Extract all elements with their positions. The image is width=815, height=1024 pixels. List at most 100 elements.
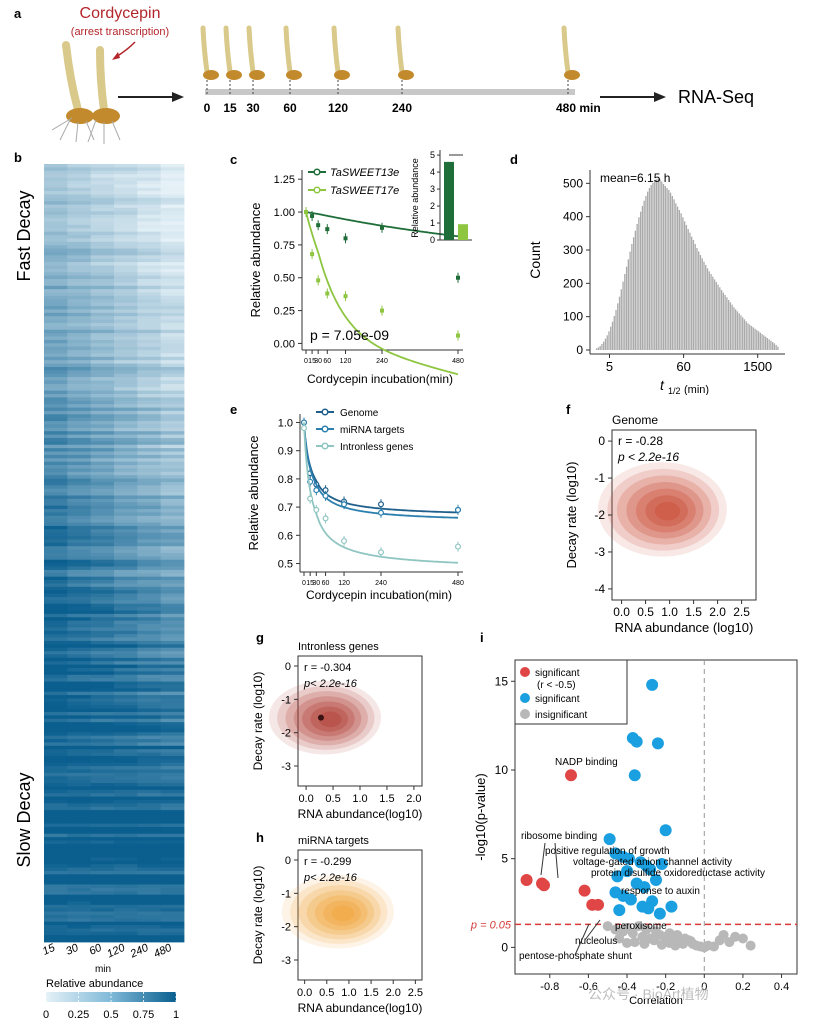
- heatmap-cell: [114, 881, 138, 885]
- panel-d-letter: d: [510, 152, 518, 167]
- heatmap-cell: [44, 607, 68, 611]
- heatmap-cell: [90, 302, 115, 307]
- heatmap-cell: [44, 860, 68, 865]
- heatmap-cell: [90, 769, 115, 774]
- heatmap-cell: [90, 867, 115, 872]
- heatmap-cell: [67, 329, 92, 334]
- heatmap-cell: [137, 586, 162, 591]
- heatmap-cell: [160, 553, 185, 557]
- heatmap-cell: [160, 299, 185, 304]
- heatmap-cell: [160, 492, 185, 496]
- i-point-significant: [646, 678, 659, 691]
- heatmap-cell: [44, 793, 68, 797]
- d-hist-bar: [604, 338, 607, 350]
- heatmap-cell: [114, 786, 138, 791]
- d-hist-bar: [596, 348, 598, 350]
- heatmap-cell: [114, 847, 138, 852]
- heatmap-cell: [114, 373, 138, 378]
- heatmap-cell: [44, 231, 68, 236]
- heatmap-cell: [160, 566, 185, 571]
- heatmap-cell: [90, 921, 115, 926]
- heatmap-cell: [44, 397, 68, 402]
- heatmap-cell: [137, 201, 162, 205]
- heatmap-cell: [44, 421, 68, 425]
- c-y-label: Relative abundance: [248, 203, 263, 318]
- heatmap-cell: [67, 644, 92, 649]
- density-contour: [314, 895, 368, 931]
- heatmap-cell: [90, 735, 115, 740]
- heatmap-cell: [67, 275, 92, 280]
- heatmap-cell: [90, 864, 115, 868]
- heatmap-cell: [160, 881, 185, 885]
- heatmap-cell: [114, 820, 138, 825]
- heatmap-cell: [44, 248, 68, 253]
- heatmap-cell: [160, 191, 185, 195]
- i-point-significant: [628, 769, 641, 782]
- heatmap-cell: [67, 772, 92, 777]
- heatmap-cell: [160, 867, 185, 872]
- heatmap-cell: [137, 241, 162, 246]
- density-x-label: RNA abundance (log10): [615, 620, 754, 635]
- heatmap-cell: [90, 434, 115, 439]
- heatmap-cell: [67, 515, 92, 520]
- i-y-tick-label: 0: [501, 940, 508, 954]
- seedling-shoot: [223, 25, 233, 75]
- heatmap-cell: [160, 529, 185, 534]
- heatmap-cell: [160, 803, 185, 808]
- heatmap-cell: [44, 569, 68, 574]
- heatmap-cell: [137, 343, 162, 348]
- heatmap-cell: [44, 664, 68, 669]
- heatmap-cell: [44, 461, 68, 466]
- heatmap-cell: [137, 860, 162, 865]
- heatmap-cell: [90, 816, 115, 821]
- heatmap-cell: [137, 596, 162, 601]
- heatmap-cell: [137, 637, 162, 642]
- heatmap-cell: [67, 279, 92, 283]
- heatmap-cell: [114, 610, 138, 615]
- heatmap-cell: [44, 776, 68, 781]
- density-r: r = -0.299: [304, 856, 351, 868]
- heatmap-cell: [90, 583, 115, 588]
- heatmap-cell: [114, 549, 138, 554]
- heatmap-cell: [67, 715, 92, 720]
- heatmap-cell: [90, 448, 115, 452]
- heatmap-cell: [160, 735, 185, 740]
- timepoint-seedlings: [200, 25, 580, 96]
- heatmap-cell: [44, 262, 68, 266]
- heatmap-cell: [67, 847, 92, 852]
- seedling-seed: [249, 70, 265, 80]
- heatmap-cell: [44, 766, 68, 770]
- d-hist-bar: [682, 217, 684, 350]
- heatmap-cell: [160, 613, 185, 618]
- d-hist-bar: [652, 182, 654, 350]
- heatmap-cell: [114, 414, 138, 419]
- heatmap-cell: [44, 383, 68, 388]
- density-contour: [654, 501, 681, 521]
- heatmap-cell: [90, 749, 115, 753]
- heatmap-cell: [44, 224, 68, 229]
- heatmap-cell: [137, 282, 162, 287]
- heatmap-cell: [67, 887, 92, 892]
- heatmap-cell: [44, 735, 68, 740]
- heatmap-cell: [90, 759, 115, 764]
- heatmap-cell: [90, 813, 115, 818]
- heatmap-cell: [90, 319, 115, 324]
- d-hist-bar: [599, 346, 601, 350]
- heatmap-cell: [137, 427, 162, 432]
- heatmap-cell: [160, 928, 185, 933]
- heatmap-cell: [90, 228, 115, 233]
- heatmap-cell: [67, 475, 92, 479]
- heatmap-cell: [90, 326, 115, 331]
- heatmap-cell: [160, 759, 185, 764]
- heatmap-cell: [90, 245, 115, 249]
- heatmap-cell: [160, 333, 185, 337]
- colorbar-tick-label: 0: [43, 1009, 49, 1021]
- density-x-label: RNA abundance(log10): [298, 807, 423, 821]
- seedling-seed: [334, 70, 350, 80]
- heatmap-cell: [137, 715, 162, 720]
- seedling-left-1: [51, 41, 95, 143]
- heatmap-cell: [90, 651, 115, 655]
- heatmap-cell: [114, 843, 138, 848]
- heatmap-cell: [44, 904, 68, 909]
- heatmap-cell: [160, 769, 185, 774]
